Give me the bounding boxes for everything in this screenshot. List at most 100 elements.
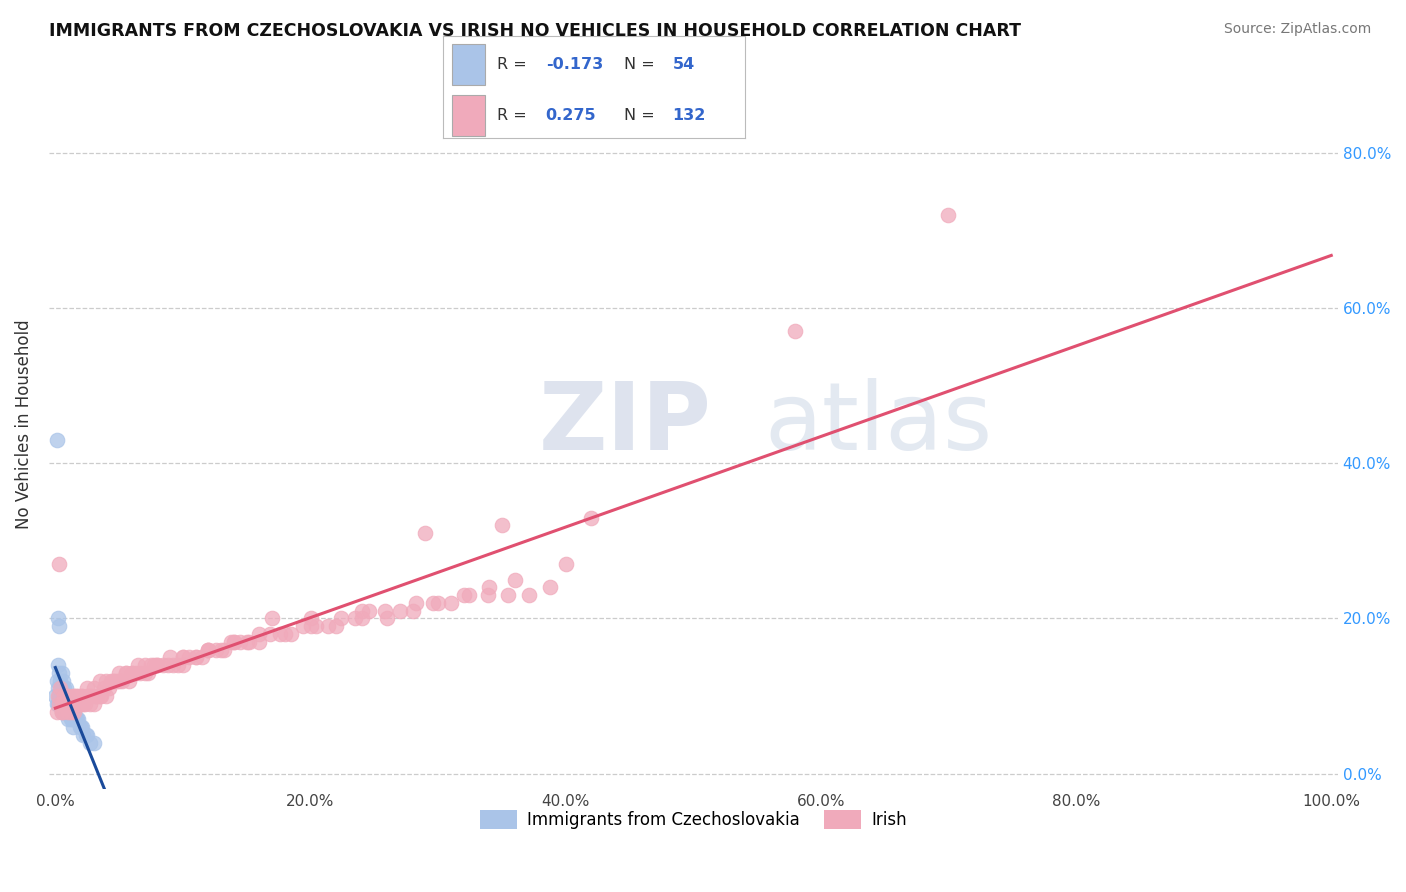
Point <box>72 697 94 711</box>
Point <box>274 627 297 641</box>
Point <box>53 697 76 711</box>
Point <box>179 650 201 665</box>
Point <box>79 736 101 750</box>
Point <box>299 619 322 633</box>
Point <box>152 658 174 673</box>
Point <box>76 681 98 696</box>
Point <box>96 673 118 688</box>
Point <box>125 665 148 680</box>
Text: N =: N = <box>624 108 661 123</box>
Point <box>52 705 75 719</box>
Point <box>209 642 232 657</box>
Point <box>498 588 520 602</box>
Point <box>581 510 603 524</box>
Point <box>172 650 194 665</box>
Point <box>62 689 84 703</box>
Point <box>108 673 131 688</box>
Point <box>427 596 450 610</box>
Point <box>58 697 80 711</box>
Point <box>127 658 149 673</box>
Point <box>48 665 70 680</box>
Point <box>65 712 87 726</box>
Point <box>108 665 131 680</box>
Point <box>45 705 67 719</box>
Point <box>359 604 381 618</box>
Point <box>517 588 540 602</box>
Point <box>121 665 143 680</box>
Point <box>63 705 86 719</box>
Point <box>56 705 79 719</box>
Point <box>67 712 90 726</box>
Point <box>280 627 302 641</box>
Point <box>440 596 463 610</box>
Point <box>249 634 271 648</box>
Point <box>222 634 245 648</box>
Point <box>128 665 150 680</box>
Point <box>46 689 69 703</box>
Text: 54: 54 <box>672 57 695 72</box>
Point <box>79 697 101 711</box>
Point <box>53 705 76 719</box>
Point <box>197 642 219 657</box>
Point <box>49 697 72 711</box>
Point <box>51 681 73 696</box>
Point <box>477 588 499 602</box>
Point <box>375 611 398 625</box>
Point <box>55 697 77 711</box>
Point <box>785 324 807 338</box>
Point <box>46 681 69 696</box>
Point <box>491 518 513 533</box>
Text: N =: N = <box>624 57 661 72</box>
Point <box>269 627 291 641</box>
Point <box>457 588 479 602</box>
Point <box>184 650 207 665</box>
Point <box>118 673 141 688</box>
Point <box>63 705 86 719</box>
Point <box>111 673 134 688</box>
Point <box>48 697 70 711</box>
Point <box>318 619 340 633</box>
Point <box>70 720 93 734</box>
Point <box>325 619 347 633</box>
Point <box>100 673 122 688</box>
Point <box>55 705 77 719</box>
Text: -0.173: -0.173 <box>546 57 603 72</box>
Point <box>93 681 115 696</box>
Point <box>262 611 284 625</box>
Point <box>44 689 66 703</box>
Point <box>59 697 82 711</box>
Point <box>66 712 89 726</box>
Point <box>350 611 373 625</box>
Point <box>48 697 70 711</box>
Point <box>86 689 108 703</box>
Point <box>59 712 82 726</box>
Text: atlas: atlas <box>765 378 993 470</box>
Point <box>66 697 89 711</box>
Point <box>101 673 124 688</box>
Point <box>146 658 169 673</box>
Point <box>73 697 96 711</box>
Text: IMMIGRANTS FROM CZECHOSLOVAKIA VS IRISH NO VEHICLES IN HOUSEHOLD CORRELATION CHA: IMMIGRANTS FROM CZECHOSLOVAKIA VS IRISH … <box>49 22 1021 40</box>
Point <box>172 650 194 665</box>
Point <box>52 689 75 703</box>
Point <box>422 596 444 610</box>
Point <box>80 689 103 703</box>
Point <box>259 627 281 641</box>
Point <box>238 634 260 648</box>
Point <box>69 720 91 734</box>
Point <box>46 611 69 625</box>
Point <box>330 611 353 625</box>
Text: ZIP: ZIP <box>538 378 711 470</box>
Point <box>146 658 169 673</box>
Text: Source: ZipAtlas.com: Source: ZipAtlas.com <box>1223 22 1371 37</box>
Point <box>105 673 128 688</box>
Point <box>46 697 69 711</box>
Point <box>59 705 82 719</box>
Legend: Immigrants from Czechoslovakia, Irish: Immigrants from Czechoslovakia, Irish <box>474 803 914 836</box>
Point <box>45 697 67 711</box>
Point <box>83 697 105 711</box>
Point <box>121 665 143 680</box>
Point <box>453 588 475 602</box>
Point <box>84 689 107 703</box>
Point <box>97 681 120 696</box>
